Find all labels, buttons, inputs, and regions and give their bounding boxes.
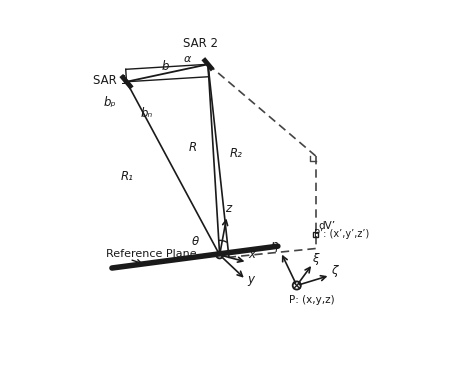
Text: ζ: ζ bbox=[331, 265, 337, 277]
Text: bₚ: bₚ bbox=[103, 96, 116, 110]
Text: R₁: R₁ bbox=[121, 170, 134, 183]
Text: P’: (x’,y’,z’): P’: (x’,y’,z’) bbox=[314, 229, 370, 239]
Text: R: R bbox=[189, 141, 197, 154]
Text: η: η bbox=[270, 239, 277, 252]
Text: b: b bbox=[162, 59, 169, 73]
Text: x: x bbox=[248, 248, 255, 261]
Text: SAR 2: SAR 2 bbox=[183, 37, 218, 50]
Bar bbox=[313, 232, 318, 237]
Text: bₙ: bₙ bbox=[141, 107, 153, 120]
Text: P: (x,y,z): P: (x,y,z) bbox=[290, 295, 335, 305]
Text: y: y bbox=[247, 273, 254, 287]
Text: z: z bbox=[225, 202, 231, 215]
Text: SAR 1: SAR 1 bbox=[93, 74, 128, 87]
Text: θ: θ bbox=[192, 235, 199, 248]
Text: α: α bbox=[184, 54, 191, 64]
Text: ξ: ξ bbox=[312, 252, 319, 265]
Text: R₂: R₂ bbox=[230, 147, 243, 160]
Text: dV’: dV’ bbox=[318, 221, 335, 231]
Text: Reference Plane: Reference Plane bbox=[106, 249, 197, 259]
